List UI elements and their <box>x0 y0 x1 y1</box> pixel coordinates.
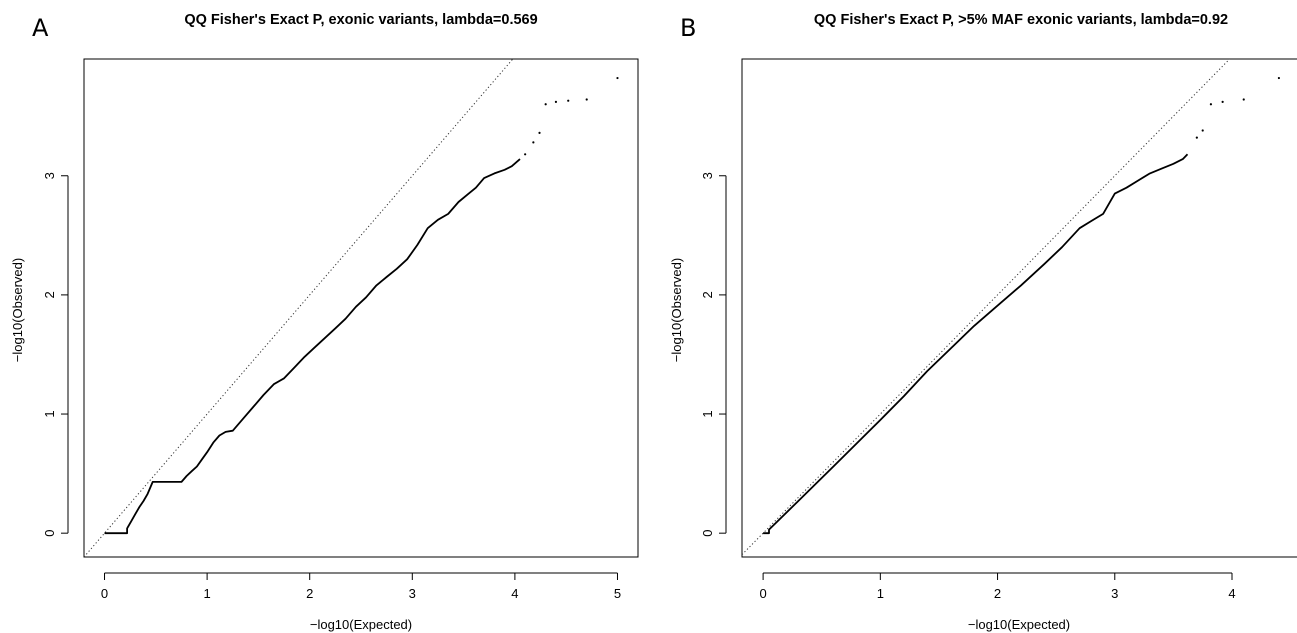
panel-b-data-point <box>1242 98 1245 101</box>
panel-a-y-tick-label: 3 <box>42 172 57 179</box>
panel-b-data-point <box>1221 100 1224 103</box>
panel-a-data-point <box>585 98 588 101</box>
panel-b-y-tick-label: 3 <box>700 172 715 179</box>
panel-b-data-point <box>1209 103 1213 106</box>
panel-b: B QQ Fisher's Exact P, >5% MAF exonic va… <box>669 12 1297 632</box>
panel-b-data-point <box>1195 136 1198 139</box>
panel-a-data-point <box>524 153 527 156</box>
panel-b-x-tick-label: 1 <box>877 586 884 601</box>
panel-a-data-point <box>616 76 619 80</box>
panel-b-observed-curve <box>763 153 1189 535</box>
panel-b-letter: B <box>680 14 696 42</box>
panel-b-x-tick-label: 2 <box>994 586 1001 601</box>
panel-a-y-tick-label: 2 <box>42 291 57 298</box>
panel-a-letter: A <box>32 14 49 42</box>
panel-a: A QQ Fisher's Exact P, exonic variants, … <box>10 12 639 632</box>
panel-a-x-tick-label: 3 <box>409 586 416 601</box>
panel-a-y-axis-label: −log10(Observed) <box>10 258 25 362</box>
panel-b-data-point <box>1277 76 1280 80</box>
panel-a-y-tick-label: 0 <box>42 530 57 537</box>
panel-a-observed-curve <box>104 158 521 535</box>
panel-a-data-point <box>554 100 558 103</box>
panel-a-reference-line <box>84 59 514 557</box>
panel-a-y-tick-label: 1 <box>42 410 57 417</box>
panel-a-x-tick-label: 2 <box>306 586 313 601</box>
panel-b-x-tick-label: 3 <box>1111 586 1118 601</box>
panel-b-y-tick-label: 0 <box>700 530 715 537</box>
panel-a-title: QQ Fisher's Exact P, exonic variants, la… <box>184 12 537 28</box>
panel-a-data-point <box>544 103 547 106</box>
panel-a-plot-frame <box>83 58 639 558</box>
panel-b-x-tick-label: 0 <box>759 586 766 601</box>
panel-a-x-tick-label: 4 <box>511 586 518 601</box>
panel-b-x-tick-label: 4 <box>1228 586 1235 601</box>
panel-b-y-axis-label: −log10(Observed) <box>669 258 684 362</box>
panel-a-x-axis-label: −log10(Expected) <box>310 617 412 632</box>
panel-a-data-point <box>567 99 570 102</box>
panel-a-x-tick-label: 0 <box>101 586 108 601</box>
panel-a-x-tick-label: 5 <box>614 586 621 601</box>
panel-b-y-tick-label: 2 <box>700 291 715 298</box>
panel-a-x-tick-label: 1 <box>203 586 210 601</box>
panel-b-data-point <box>1201 129 1204 132</box>
panel-b-reference-line <box>742 59 1231 555</box>
panel-b-plot-frame <box>741 58 1297 558</box>
panel-a-data-point <box>538 131 541 134</box>
panel-a-data-point <box>532 141 535 144</box>
panel-b-title: QQ Fisher's Exact P, >5% MAF exonic vari… <box>814 12 1228 28</box>
panel-b-y-tick-label: 1 <box>700 410 715 417</box>
panel-b-x-axis-label: −log10(Expected) <box>968 617 1070 632</box>
